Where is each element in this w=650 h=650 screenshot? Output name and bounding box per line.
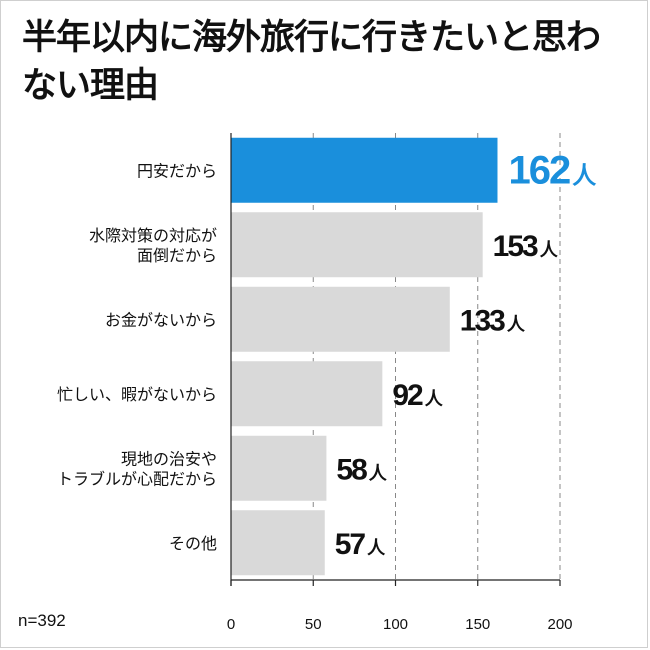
bar-0 (231, 137, 498, 203)
value-label-2: 133 人 (460, 304, 526, 337)
chart-title: 半年以内に海外旅行に行きたいと思わない理由 (22, 18, 601, 106)
category-label-4-0: 現地の治安や (121, 449, 217, 468)
category-label-4-1: トラブルが心配だから (57, 469, 217, 488)
bar-3 (231, 361, 383, 427)
x-tick-label-1: 50 (305, 616, 322, 633)
bar-4 (231, 435, 327, 501)
sample-size-note: n=392 (18, 611, 66, 630)
category-label-3-0: 忙しい、暇がないから (57, 385, 217, 404)
category-label-2-0: お金がないから (105, 310, 217, 329)
value-label-4: 58 人 (336, 453, 387, 486)
bar-1 (231, 212, 483, 278)
x-tick-label-3: 150 (465, 616, 490, 633)
value-label-0: 162 人 (508, 148, 596, 192)
value-label-5: 57 人 (335, 528, 386, 561)
category-label-5-0: その他 (169, 534, 217, 553)
bar-2 (231, 286, 450, 352)
bar-5 (231, 510, 325, 576)
x-tick-label-2: 100 (383, 616, 408, 633)
category-label-1-0: 水際対策の対応が (89, 226, 217, 245)
category-label-0-0: 円安だから (137, 161, 217, 180)
category-label-1-1: 面倒だから (137, 246, 217, 265)
x-tick-label-4: 200 (547, 616, 572, 633)
value-label-1: 153 人 (493, 230, 559, 263)
value-label-3: 92 人 (392, 379, 443, 412)
x-tick-label-0: 0 (227, 616, 235, 633)
